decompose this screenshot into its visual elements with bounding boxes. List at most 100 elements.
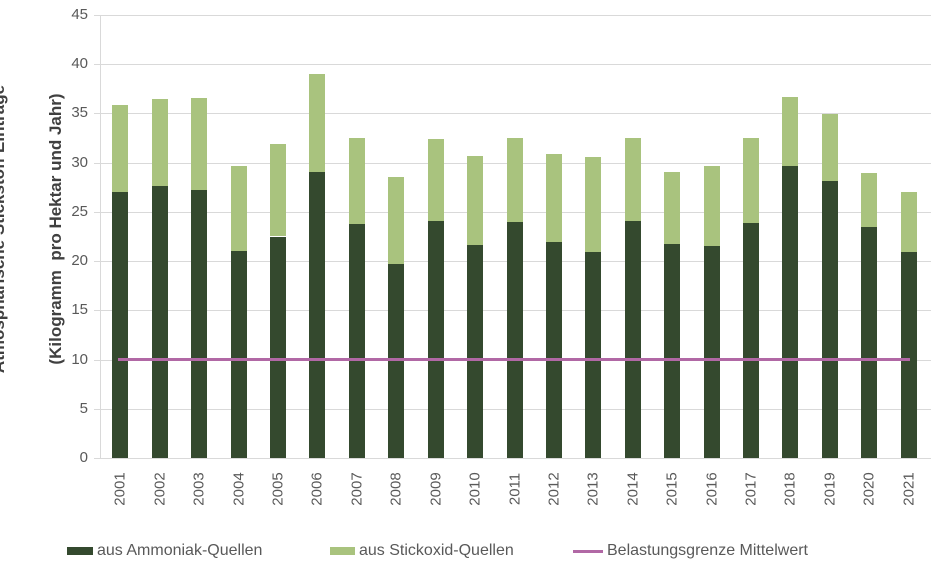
bar-segment-stickoxid: [388, 177, 405, 265]
bar-segment-ammoniak: [309, 171, 326, 458]
y-tick-label: 5: [79, 399, 88, 417]
y-axis-tick: [94, 113, 100, 115]
bar-segment-stickoxid: [900, 192, 917, 253]
x-tick-label: 2019: [821, 472, 839, 506]
y-axis-tick: [94, 15, 100, 16]
x-tick-label: 2020: [860, 472, 878, 506]
bar-segment-ammoniak: [269, 236, 286, 458]
x-tick-label: 2018: [781, 472, 799, 506]
y-axis-tick: [94, 359, 100, 361]
bar-segment-stickoxid: [348, 138, 365, 224]
bar-segment-stickoxid: [467, 155, 484, 246]
bar-segment-stickoxid: [624, 138, 641, 221]
bar-segment-stickoxid: [269, 143, 286, 237]
y-axis-tick: [94, 162, 100, 164]
x-tick-label: 2009: [427, 472, 445, 506]
bar-segment-ammoniak: [821, 181, 838, 458]
bar-segment-stickoxid: [506, 138, 523, 222]
y-axis-title-line2: (Kilogramm pro Hektar und Jahr): [46, 93, 65, 365]
x-tick-label: 2021: [900, 472, 918, 506]
y-tick-label: 0: [79, 449, 88, 466]
y-axis-tick: [94, 211, 100, 213]
y-tick-label: 45: [71, 6, 88, 23]
bar-segment-ammoniak: [861, 226, 878, 458]
bar-segment-ammoniak: [230, 251, 247, 458]
x-tick-label: 2013: [584, 472, 602, 506]
x-tick-label: 2007: [348, 472, 366, 506]
x-tick-label: 2005: [269, 472, 287, 506]
y-axis-tick: [94, 261, 100, 263]
x-tick-label: 2011: [506, 472, 523, 506]
bar-segment-stickoxid: [703, 165, 720, 247]
y-axis-tick: [94, 310, 100, 312]
gridline: [100, 113, 931, 115]
gridline: [100, 64, 931, 66]
bar-segment-ammoniak: [585, 252, 602, 458]
legend-item-ammoniak: aus Ammoniak-Quellen: [67, 538, 262, 564]
x-tick-label: 2016: [703, 472, 721, 506]
x-tick-label: 2017: [742, 472, 760, 506]
bar-segment-ammoniak: [151, 186, 168, 458]
y-axis-title-line1: Atmosphärische Stickstoff Einträge: [0, 84, 8, 374]
legend-item-stickoxid: aus Stickoxid-Quellen: [330, 538, 514, 564]
bar-segment-stickoxid: [585, 156, 602, 253]
legend-label-stickoxid: aus Stickoxid-Quellen: [359, 542, 514, 559]
bar-segment-stickoxid: [309, 74, 326, 172]
bar-segment-stickoxid: [230, 165, 247, 252]
y-tick-label: 35: [71, 104, 88, 122]
x-tick-label: 2003: [190, 472, 208, 506]
bar-segment-ammoniak: [191, 190, 208, 458]
bar-segment-ammoniak: [506, 221, 523, 458]
bar-segment-ammoniak: [467, 245, 484, 458]
x-tick-label: 2010: [466, 472, 484, 506]
y-tick-label: 20: [71, 252, 88, 270]
bar-segment-stickoxid: [782, 96, 799, 166]
limit-reference-line: [118, 358, 910, 362]
y-tick-label: 10: [71, 350, 88, 368]
bar-segment-stickoxid: [427, 139, 444, 221]
y-axis-title: Atmosphärische Stickstoff Einträge (Kilo…: [0, 85, 103, 373]
y-tick-label: 30: [71, 153, 88, 171]
bar-segment-stickoxid: [112, 104, 129, 193]
bar-segment-stickoxid: [191, 97, 208, 191]
y-tick-label: 15: [71, 301, 88, 319]
y-axis-tick: [94, 64, 100, 66]
y-tick-label: 40: [71, 55, 88, 73]
bar-segment-ammoniak: [664, 244, 681, 458]
y-axis-tick: [94, 408, 100, 410]
x-tick-label: 2004: [230, 472, 248, 506]
y-tick-label: 25: [71, 202, 88, 220]
limit-line-swatch-icon: [573, 549, 603, 553]
x-tick-label: 2008: [387, 472, 405, 506]
x-tick-label: 2001: [111, 472, 129, 506]
bar-segment-stickoxid: [861, 173, 878, 227]
bar-segment-ammoniak: [112, 192, 129, 458]
x-tick-label: 2002: [151, 472, 169, 506]
x-tick-label: 2015: [663, 472, 681, 506]
y-axis-line: [100, 15, 101, 459]
bar-segment-ammoniak: [624, 220, 641, 458]
bar-segment-ammoniak: [427, 220, 444, 458]
x-axis-line: [100, 458, 931, 459]
x-tick-label: 2012: [545, 472, 563, 506]
bar-segment-stickoxid: [743, 138, 760, 223]
bar-segment-stickoxid: [545, 153, 562, 243]
x-tick-label: 2014: [624, 472, 642, 506]
ammoniak-swatch-icon: [67, 547, 93, 555]
bar-segment-ammoniak: [743, 222, 760, 458]
y-axis-tick: [94, 458, 100, 459]
gridline: [100, 15, 931, 16]
bar-segment-ammoniak: [900, 252, 917, 458]
bar-segment-stickoxid: [151, 98, 168, 187]
bar-segment-ammoniak: [348, 223, 365, 458]
legend-item-limit: Belastungsgrenze Mittelwert: [573, 538, 808, 564]
bar-segment-ammoniak: [703, 246, 720, 458]
x-tick-label: 2006: [308, 472, 326, 506]
legend: aus Ammoniak-Quellen aus Stickoxid-Quell…: [0, 538, 939, 564]
bar-segment-ammoniak: [782, 165, 799, 458]
bar-segment-stickoxid: [664, 171, 681, 245]
legend-label-limit: Belastungsgrenze Mittelwert: [607, 542, 808, 559]
bar-segment-stickoxid: [821, 114, 838, 182]
bar-segment-ammoniak: [545, 242, 562, 458]
